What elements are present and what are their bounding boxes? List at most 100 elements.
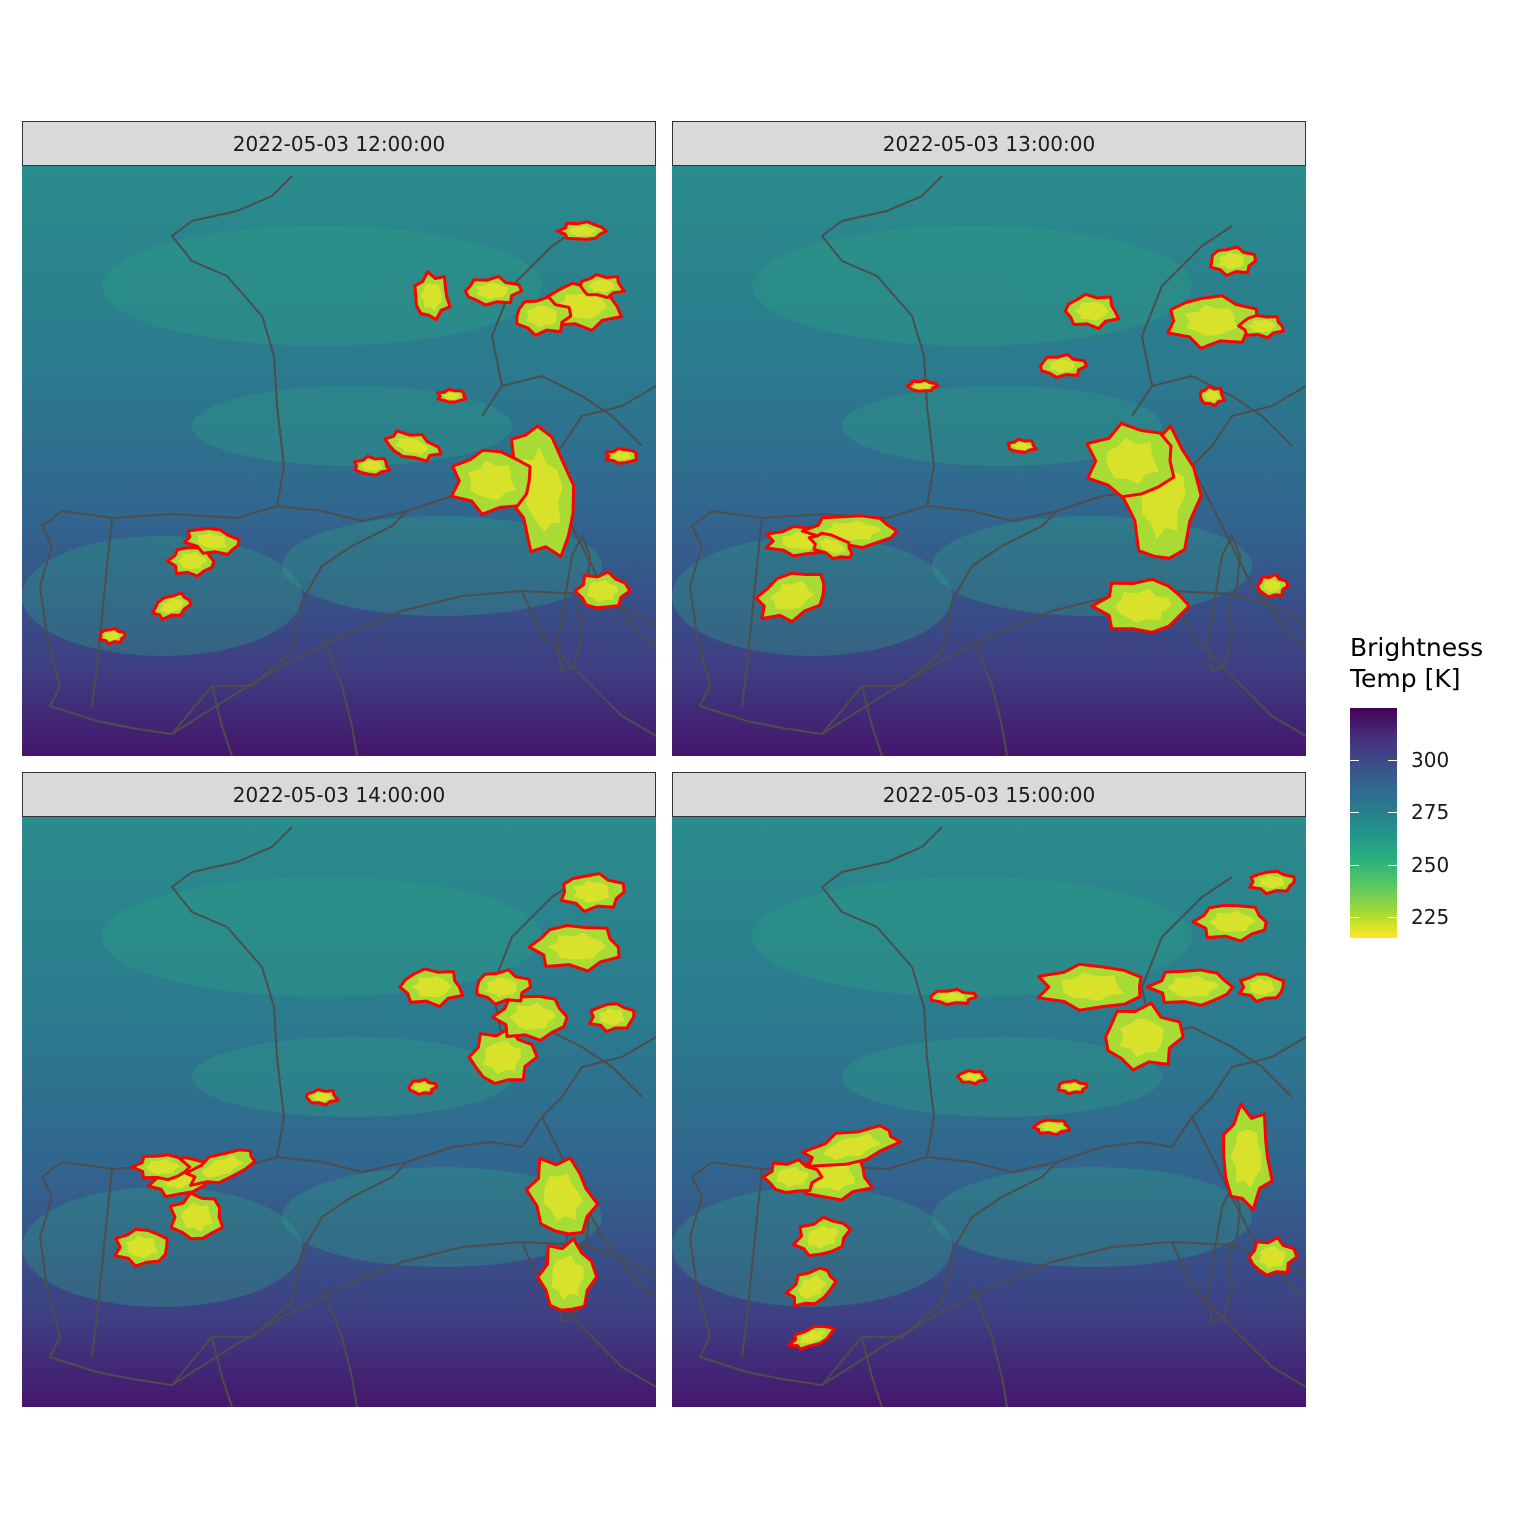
cold-cloud-core [145,1158,180,1175]
cold-cloud-core [475,283,508,300]
coastline [276,505,408,522]
cold-cloud-core [1166,975,1219,998]
cold-cloud-core [181,1203,213,1232]
contour-outline [1248,869,1296,896]
coastline [171,1241,656,1386]
cold-cloud-core [413,1082,430,1092]
cold-cloud-core [776,1167,809,1188]
contour-outline [150,591,193,621]
contour-outline [761,1158,824,1194]
colorbar-tick-label: 275 [1411,800,1450,824]
coastline [1206,535,1241,672]
contour-outline [559,872,626,913]
cold-cloud-core [1048,359,1075,373]
cold-cloud-core [569,225,597,237]
cloud-haze [102,877,542,997]
contour-outline [787,1324,836,1351]
cold-cloud-core [443,392,461,401]
contour-outline [573,570,632,610]
cold-cloud-core [799,1330,826,1344]
coastline [211,1336,233,1407]
panel-2: 2022-05-03 13:00:00 [672,121,1306,756]
cold-cloud-core [468,460,517,501]
cold-cloud-core [1040,1122,1064,1131]
coastline [39,1156,423,1386]
contour-outline [1247,1236,1299,1277]
cold-cloud-core [104,631,119,641]
contour-outline [413,270,452,322]
contour-outline [1085,421,1176,499]
contour-outline [555,220,608,241]
colorbar-tick-label: 250 [1411,853,1450,877]
cold-cloud-core [485,977,517,997]
contour-outline [604,447,639,465]
panel-title: 2022-05-03 13:00:00 [672,121,1306,166]
contour-outline [536,1237,599,1312]
contour-outline [98,627,127,646]
cold-cloud-core [1258,875,1285,889]
coastline [821,590,1306,735]
cold-cloud-core [1248,978,1276,996]
coastline [926,505,1058,522]
cold-cloud-core [1106,438,1159,485]
legend-title-line2: Temp [K] [1350,664,1461,693]
cold-cloud-core [551,1254,585,1301]
contour-outline [905,378,940,393]
coastline [689,1156,1073,1386]
cold-cloud-core [798,1274,828,1299]
coastline [926,1156,1058,1173]
contour-outline [929,987,978,1007]
cloud-haze [842,386,1162,466]
coastline [91,517,113,707]
contour-outline [1237,313,1285,340]
contour-outline [130,1153,192,1182]
cold-cloud-core [1258,1246,1286,1269]
coastline [741,1168,763,1358]
coastline [1131,375,1233,417]
cold-cloud-core [547,932,607,960]
cold-cloud-core [177,551,207,570]
contour-outline [524,1156,600,1236]
coastline [1191,465,1306,647]
cold-cloud-core [126,1235,159,1259]
contour-outline [754,571,826,624]
coastline [521,1241,656,1388]
coastline [741,517,763,707]
cold-cloud-core [395,438,429,455]
cold-cloud-core [962,1073,981,1081]
cold-cloud-core [1208,910,1256,933]
cold-cloud-core [201,1155,244,1178]
contour-outline [807,531,854,561]
contour-outline [1238,972,1285,1003]
contour-outline [352,454,392,477]
satellite-field [672,166,1306,756]
cloud-haze [842,1037,1162,1117]
cold-cloud-core [823,520,882,541]
cold-cloud-core [1063,1083,1080,1091]
coastline [689,505,1073,735]
contour-outline [1104,1001,1185,1072]
contour-outline [1063,292,1121,330]
coastline [861,1336,883,1407]
contour-outline [463,274,524,307]
contour-outline [1036,962,1143,1012]
cold-cloud-core [1119,1018,1164,1057]
contour-outline [1209,245,1257,277]
contour-outline [1198,384,1227,408]
cloud-haze [192,1037,512,1117]
cold-cloud-core [159,598,185,614]
contour-outline [579,273,626,300]
contour-outline [791,1215,852,1257]
coastline [821,1241,1306,1386]
colorbar-tick-label: 225 [1411,905,1450,929]
colorbar: 300 275 250 225 [1350,708,1449,938]
cloud-haze [752,226,1192,346]
contour-outline [1145,968,1235,1007]
cold-cloud-core [1218,252,1245,270]
contour-outline [588,1002,636,1033]
map-area [672,817,1306,1407]
colorbar-tick-label: 300 [1411,748,1450,772]
coastline [321,635,358,756]
panel-4: 2022-05-03 15:00:00 [672,772,1306,1407]
coastline [1141,225,1233,387]
